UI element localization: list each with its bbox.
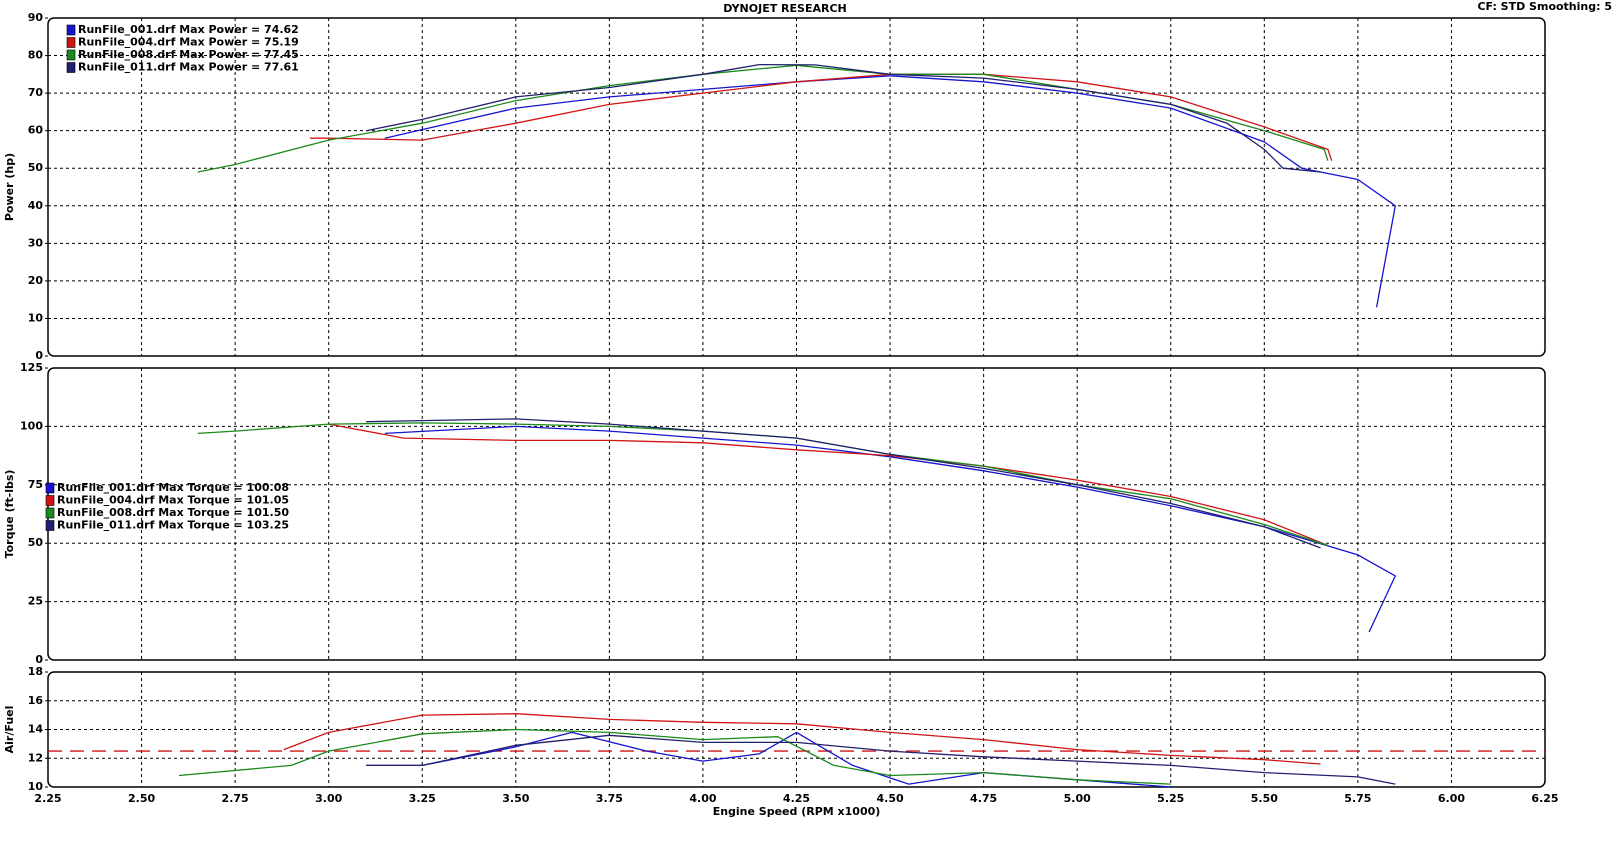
data-line — [310, 73, 1333, 161]
chart-title: DYNOJET RESEARCH — [723, 2, 846, 15]
data-line — [283, 713, 1321, 765]
y-tick-label: 14 — [28, 723, 44, 736]
y-tick-label: 60 — [28, 124, 44, 137]
x-tick-label: 5.75 — [1344, 792, 1371, 805]
y-tick-label: 10 — [28, 780, 44, 793]
legend-entry: RunFile_001.drf Max Power = 74.62 — [78, 23, 299, 36]
x-tick-label: 4.50 — [876, 792, 903, 805]
y-tick-label: 0 — [35, 653, 43, 666]
legend-entry: RunFile_001.drf Max Torque = 100.08 — [57, 481, 289, 494]
legend-entry: RunFile_011.drf Max Torque = 103.25 — [57, 519, 289, 532]
y-tick-label: 80 — [28, 49, 44, 62]
legend-swatch — [45, 520, 55, 531]
y-tick-label: 18 — [28, 665, 43, 678]
y-tick-label: 90 — [28, 11, 44, 24]
y-tick-label: 16 — [28, 694, 44, 707]
data-line — [328, 423, 1329, 547]
legend-entry: RunFile_008.drf Max Power = 77.45 — [78, 48, 299, 61]
y-tick-label: 0 — [35, 349, 43, 362]
legend-swatch — [45, 482, 55, 494]
x-tick-label: 4.75 — [970, 792, 997, 805]
legend-entry: RunFile_004.drf Max Power = 75.19 — [78, 36, 299, 49]
data-line — [384, 425, 1396, 633]
legend-swatch — [66, 62, 76, 73]
x-tick-label: 4.00 — [689, 792, 716, 805]
x-tick-label: 2.25 — [34, 792, 61, 805]
legend-swatch — [66, 49, 76, 61]
y-tick-label: 70 — [28, 86, 44, 99]
y-tick-label: 50 — [28, 536, 44, 549]
x-tick-label: 5.50 — [1251, 792, 1278, 805]
legend-entry: RunFile_004.drf Max Torque = 101.05 — [57, 494, 289, 507]
data-line — [366, 418, 1321, 549]
x-tick-label: 3.25 — [409, 792, 436, 805]
y-tick-label: 40 — [28, 199, 44, 212]
legend-swatch — [45, 507, 55, 519]
x-tick-label: 5.00 — [1064, 792, 1091, 805]
y-axis-label: Torque (ft-lbs) — [3, 470, 16, 559]
y-tick-label: 30 — [28, 236, 44, 249]
x-tick-label: 6.25 — [1531, 792, 1558, 805]
legend-entry: RunFile_011.drf Max Power = 77.61 — [78, 61, 299, 74]
y-tick-label: 20 — [28, 274, 44, 287]
x-tick-label: 2.50 — [128, 792, 155, 805]
y-axis-label: Power (hp) — [3, 153, 16, 221]
y-tick-label: 75 — [28, 478, 43, 491]
x-tick-label: 3.00 — [315, 792, 342, 805]
legend-swatch — [66, 24, 76, 36]
x-tick-label: 4.25 — [783, 792, 810, 805]
data-line — [365, 63, 1321, 173]
data-line — [366, 734, 1396, 785]
y-tick-label: 50 — [28, 161, 44, 174]
x-tick-label: 3.75 — [596, 792, 623, 805]
x-tick-label: 2.75 — [222, 792, 249, 805]
y-tick-label: 12 — [28, 751, 43, 764]
x-tick-label: 3.50 — [502, 792, 529, 805]
y-tick-label: 125 — [20, 361, 43, 374]
y-axis-label: Air/Fuel — [3, 706, 16, 754]
y-tick-label: 25 — [28, 595, 43, 608]
settings-note: CF: STD Smoothing: 5 — [1477, 0, 1612, 13]
legend-swatch — [45, 495, 55, 506]
x-tick-label: 5.25 — [1157, 792, 1184, 805]
y-tick-label: 100 — [20, 419, 43, 432]
y-tick-label: 10 — [28, 311, 44, 324]
data-line — [384, 75, 1396, 308]
x-tick-label: 6.00 — [1438, 792, 1465, 805]
legend-entry: RunFile_008.drf Max Torque = 101.50 — [57, 506, 289, 519]
data-line — [178, 728, 1171, 785]
legend-swatch — [66, 37, 76, 48]
x-axis-label: Engine Speed (RPM x1000) — [713, 805, 881, 818]
